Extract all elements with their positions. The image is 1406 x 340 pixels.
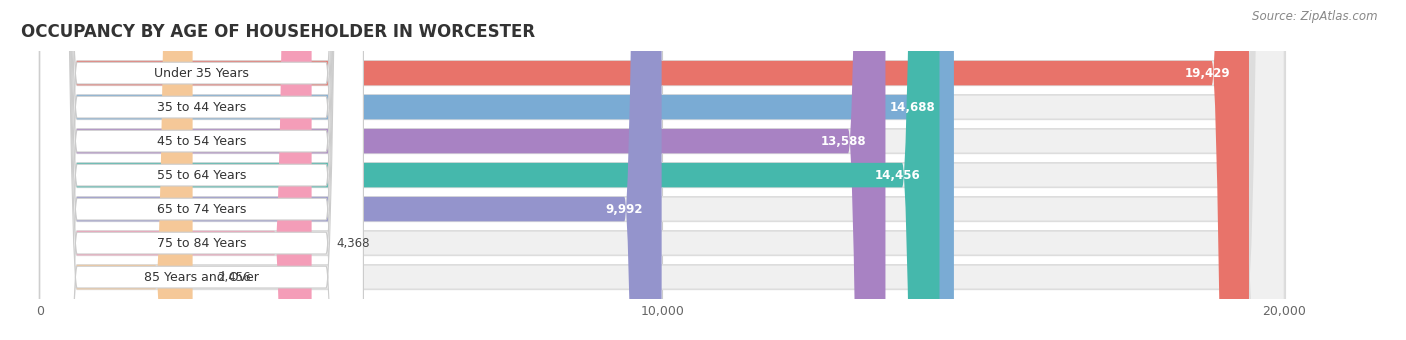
FancyBboxPatch shape [39, 0, 1285, 340]
Text: 14,456: 14,456 [875, 169, 921, 182]
Text: OCCUPANCY BY AGE OF HOUSEHOLDER IN WORCESTER: OCCUPANCY BY AGE OF HOUSEHOLDER IN WORCE… [21, 23, 536, 41]
FancyBboxPatch shape [39, 0, 363, 340]
Text: 75 to 84 Years: 75 to 84 Years [157, 237, 246, 250]
Text: Under 35 Years: Under 35 Years [155, 67, 249, 80]
FancyBboxPatch shape [39, 0, 1285, 340]
Text: Source: ZipAtlas.com: Source: ZipAtlas.com [1253, 10, 1378, 23]
Text: 14,688: 14,688 [890, 101, 935, 114]
Text: 9,992: 9,992 [606, 203, 643, 216]
FancyBboxPatch shape [39, 0, 363, 340]
FancyBboxPatch shape [39, 0, 193, 340]
FancyBboxPatch shape [39, 0, 953, 340]
FancyBboxPatch shape [39, 0, 1285, 340]
Text: 65 to 74 Years: 65 to 74 Years [157, 203, 246, 216]
Text: 2,456: 2,456 [218, 271, 252, 284]
FancyBboxPatch shape [39, 0, 363, 340]
Text: 13,588: 13,588 [821, 135, 866, 148]
FancyBboxPatch shape [39, 0, 1249, 340]
Text: 19,429: 19,429 [1185, 67, 1230, 80]
FancyBboxPatch shape [39, 0, 363, 340]
Text: 4,368: 4,368 [336, 237, 370, 250]
FancyBboxPatch shape [39, 0, 363, 340]
FancyBboxPatch shape [39, 0, 312, 340]
FancyBboxPatch shape [39, 0, 886, 340]
FancyBboxPatch shape [39, 0, 1285, 340]
FancyBboxPatch shape [39, 0, 363, 340]
FancyBboxPatch shape [39, 0, 1285, 340]
FancyBboxPatch shape [39, 0, 1285, 340]
Text: 85 Years and Over: 85 Years and Over [145, 271, 259, 284]
Text: 55 to 64 Years: 55 to 64 Years [157, 169, 246, 182]
Text: 35 to 44 Years: 35 to 44 Years [157, 101, 246, 114]
FancyBboxPatch shape [39, 0, 1285, 340]
FancyBboxPatch shape [39, 0, 662, 340]
Text: 45 to 54 Years: 45 to 54 Years [157, 135, 246, 148]
FancyBboxPatch shape [39, 0, 363, 340]
FancyBboxPatch shape [39, 0, 939, 340]
